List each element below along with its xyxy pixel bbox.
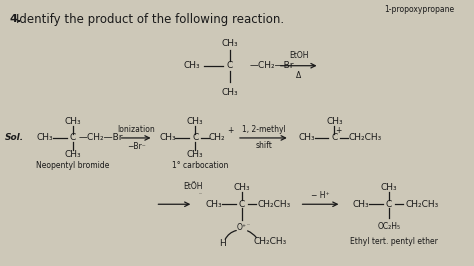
Text: Ethyl tert. pentyl ether: Ethyl tert. pentyl ether: [350, 237, 438, 246]
Text: C: C: [227, 61, 233, 70]
Text: CH₂CH₃: CH₂CH₃: [405, 200, 438, 209]
Text: —CH₂—Br: —CH₂—Br: [79, 134, 123, 143]
Text: CH₂: CH₂: [209, 134, 226, 143]
Text: EtÖH: EtÖH: [183, 182, 203, 191]
Text: C: C: [70, 134, 76, 143]
Text: CH₃: CH₃: [206, 200, 222, 209]
Text: C: C: [239, 200, 245, 209]
Text: +: +: [335, 126, 342, 135]
Text: shift: shift: [255, 141, 272, 150]
Text: Neopentyl bromide: Neopentyl bromide: [36, 161, 109, 170]
Text: ··: ··: [198, 191, 202, 196]
Text: CH₃: CH₃: [159, 134, 176, 143]
Text: CH₃: CH₃: [353, 200, 370, 209]
Text: 1-propoxypropane: 1-propoxypropane: [384, 5, 454, 14]
Text: CH₃: CH₃: [187, 150, 203, 159]
Text: Ionization: Ionization: [118, 124, 155, 134]
Text: CH₃: CH₃: [234, 183, 250, 192]
Text: − H⁺: − H⁺: [311, 191, 330, 200]
Text: CH₃: CH₃: [222, 88, 238, 97]
Text: CH₃: CH₃: [64, 117, 81, 126]
Text: ··: ··: [246, 223, 250, 227]
Text: CH₂CH₃: CH₂CH₃: [257, 200, 291, 209]
Text: −Br⁻: −Br⁻: [127, 142, 146, 151]
Text: CH₃: CH₃: [187, 117, 203, 126]
Text: CH₂CH₃: CH₂CH₃: [348, 134, 382, 143]
Text: CH₃: CH₃: [37, 134, 54, 143]
Text: Δ: Δ: [296, 71, 301, 80]
Text: —CH₂—Br: —CH₂—Br: [250, 61, 294, 70]
Text: CH₃: CH₃: [64, 150, 81, 159]
Text: C: C: [331, 134, 337, 143]
Text: Identify the product of the following reaction.: Identify the product of the following re…: [16, 13, 284, 26]
Text: C: C: [386, 200, 392, 209]
Text: 1° carbocation: 1° carbocation: [172, 161, 228, 170]
Text: Sol.: Sol.: [4, 134, 24, 143]
Text: CH₃: CH₃: [381, 183, 397, 192]
Text: EtOH: EtOH: [289, 51, 309, 60]
Text: 1, 2-methyl: 1, 2-methyl: [242, 124, 286, 134]
Text: C: C: [192, 134, 199, 143]
Text: CH₃: CH₃: [184, 61, 201, 70]
Text: CH₃: CH₃: [222, 39, 238, 48]
Text: O⁺: O⁺: [237, 222, 247, 231]
Text: CH₃: CH₃: [326, 117, 343, 126]
Text: CH₃: CH₃: [298, 134, 315, 143]
Text: 4.: 4.: [9, 14, 21, 24]
Text: CH₂CH₃: CH₂CH₃: [253, 237, 286, 246]
Text: H: H: [219, 239, 226, 248]
Text: +: +: [227, 126, 233, 135]
Text: OC₂H₅: OC₂H₅: [377, 222, 401, 231]
